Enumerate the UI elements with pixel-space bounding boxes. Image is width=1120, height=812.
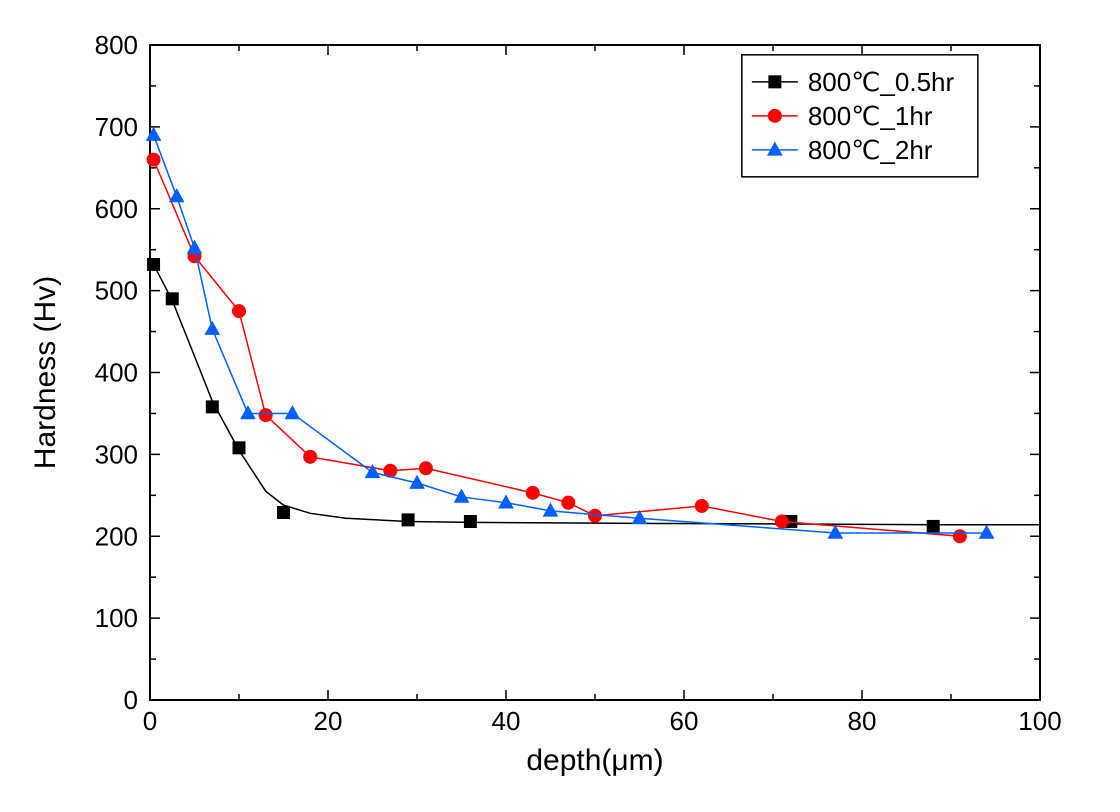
legend-label: 800℃_1hr	[808, 101, 933, 131]
x-tick-label: 20	[314, 706, 343, 736]
chart-container: 0 20 40 60 80 100 0 100 200 300 400 500 600 700 800 dep…	[0, 0, 1120, 812]
hardness-depth-chart: 0 20 40 60 80 100 0 100 200 300 400 500 600 700 800 dep…	[0, 0, 1120, 812]
series-1	[147, 153, 966, 543]
legend-label: 800℃_0.5hr	[808, 67, 955, 97]
y-axis-label: Hardness (Hv)	[29, 276, 62, 469]
series-0	[148, 258, 1040, 532]
y-tick-label: 600	[95, 194, 138, 224]
x-tick-label: 40	[492, 706, 521, 736]
x-tick-label: 60	[670, 706, 699, 736]
series-line	[154, 135, 987, 533]
y-tick-label: 800	[95, 30, 138, 60]
y-tick-label: 700	[95, 112, 138, 142]
y-tick-label: 0	[124, 685, 138, 715]
y-tick-label: 300	[95, 439, 138, 469]
y-tick-label: 500	[95, 276, 138, 306]
y-tick-label: 200	[95, 521, 138, 551]
x-tick-label: 80	[848, 706, 877, 736]
series-2	[147, 128, 994, 539]
legend-label: 800℃_2hr	[808, 135, 933, 165]
series-line	[154, 264, 1040, 524]
x-tick-label: 100	[1018, 706, 1061, 736]
y-tick-label: 100	[95, 603, 138, 633]
x-axis-label: depth(μm)	[526, 744, 663, 777]
x-tick-label: 0	[143, 706, 157, 736]
series-line	[154, 160, 960, 537]
legend: 800℃_0.5hr 800℃_1hr 800℃_2hr	[742, 55, 978, 177]
y-tick-label: 400	[95, 358, 138, 388]
